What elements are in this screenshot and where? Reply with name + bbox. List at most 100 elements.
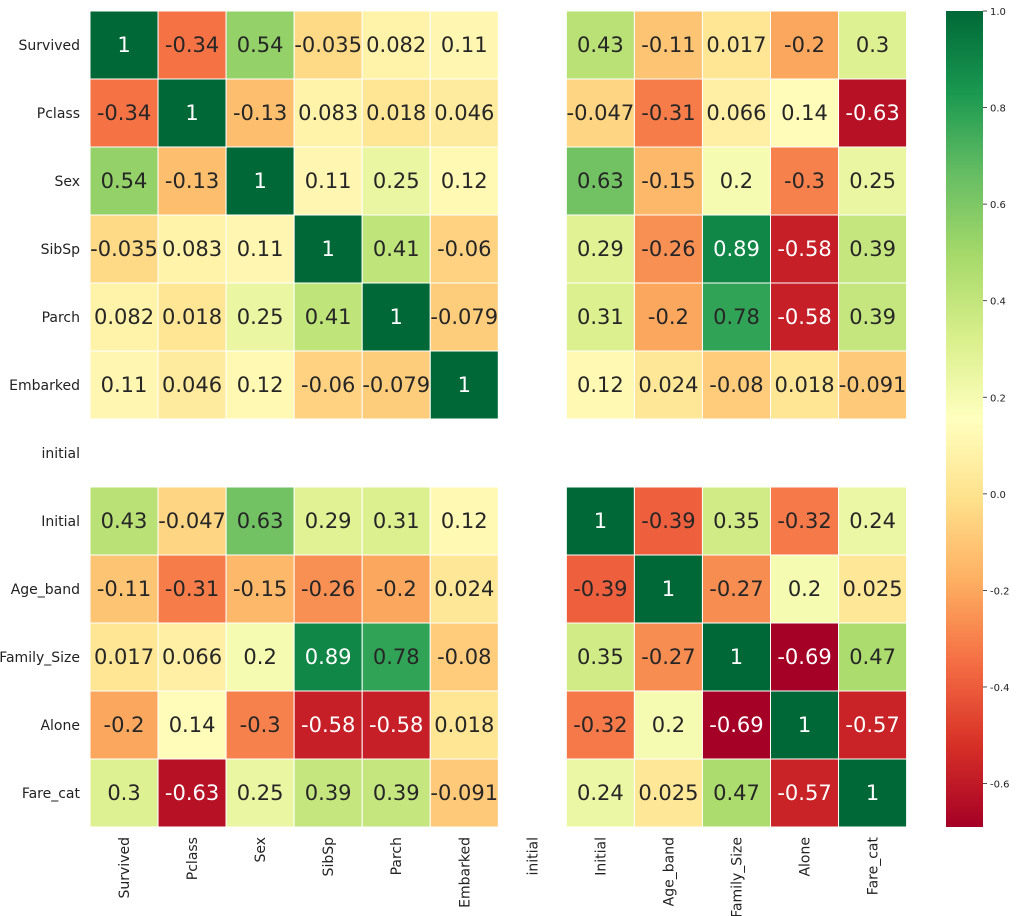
y-tick-label: Embarked [9,378,80,394]
cell-value-label: 1 [185,101,198,125]
cell-value-label: 0.025 [843,577,903,601]
colorbar-tick-label: 0.2 [990,393,1006,404]
cell-value-label: 0.31 [577,305,624,329]
cell-value-label: -0.079 [430,305,498,329]
x-axis-tick-labels: Survived Pclass Sex SibSp Parch Embarked initi… [117,837,882,916]
heatmap-cell [225,214,295,284]
cell-value-label: 0.12 [237,373,284,397]
colorbar: 1.0 0.8 0.6 0.4 0.2 0.0 -0.2 -0.4 -0.6 [946,7,1010,827]
cell-value-label: 1 [730,645,743,669]
heatmap-cell [361,146,431,216]
heatmap-cell [361,282,431,352]
heatmap-cell [565,78,635,148]
cell-value-label: 1 [866,781,879,805]
heatmap-cell [429,622,499,692]
cell-value-label: -0.13 [165,169,219,193]
cell-value-label: -0.58 [369,713,423,737]
heatmap-cell [157,758,227,828]
cell-value-label: 0.11 [101,373,148,397]
cell-value-label: -0.58 [301,713,355,737]
heatmap-cell [701,350,772,420]
cell-value-label: 0.017 [706,33,766,57]
cell-value-label: 0.3 [856,33,889,57]
colorbar-tick-label: -0.6 [990,780,1010,791]
cell-value-label: 0.082 [94,305,154,329]
x-tick-label: Age_band [661,837,677,906]
heatmap-cell [838,214,908,284]
heatmap-cell [838,78,908,148]
heatmap-cell [633,78,703,148]
cell-value-label: 0.25 [849,169,896,193]
cell-value-label: -0.079 [362,373,430,397]
cell-value-label: 0.3 [107,781,140,805]
cell-value-label: -0.27 [641,645,695,669]
heatmap-cell [838,690,908,760]
y-tick-label: SibSp [41,242,81,258]
heatmap-cell [565,282,635,352]
cell-value-label: 0.082 [366,33,426,57]
heatmap-cell [293,282,363,352]
cell-value-label: -0.15 [233,577,287,601]
cell-value-label: 0.31 [373,509,420,533]
x-tick-label: Family_Size [729,837,745,916]
cell-value-label: -0.3 [784,169,825,193]
cell-value-label: 0.11 [237,237,284,261]
heatmap-cell [157,282,227,352]
cell-value-label: -0.2 [376,577,417,601]
heatmap-cell [225,690,295,760]
y-tick-label: Sex [54,174,80,190]
cell-value-label: -0.091 [839,373,907,397]
heatmap-cell [429,554,499,624]
cell-value-label: 0.11 [441,33,488,57]
cell-value-label: 0.046 [434,101,494,125]
cell-value-label: 1 [662,577,675,601]
cell-value-label: 0.2 [788,577,821,601]
heatmap-cell [701,146,772,216]
heatmap-cell [838,758,908,828]
cell-value-label: 0.43 [577,33,624,57]
x-tick-label: Embarked [457,837,473,908]
heatmap-cell [429,282,499,352]
cell-value-label: 0.78 [713,305,760,329]
heatmap-cell [293,350,363,420]
cell-value-label: 0.29 [577,237,624,261]
cell-value-label: 0.39 [849,305,896,329]
cell-value-label: 0.63 [237,509,284,533]
cell-value-label: -0.32 [777,509,831,533]
heatmap-cell [361,78,431,148]
cell-value-label: 0.12 [441,169,488,193]
cell-value-label: -0.2 [648,305,689,329]
heatmap-cell [89,282,159,352]
cell-value-label: 0.2 [652,713,685,737]
heatmap-cell [293,622,363,692]
heatmap-cell [89,554,159,624]
heatmap-cell [770,10,840,80]
heatmap-cell [701,622,772,692]
cell-value-label: 0.083 [162,237,222,261]
cell-value-label: 0.018 [366,101,426,125]
cell-value-label: 0.024 [434,577,494,601]
cell-value-label: 0.018 [774,373,834,397]
cell-value-label: 0.12 [441,509,488,533]
cell-value-label: -0.34 [97,101,151,125]
heatmap-cell [633,554,703,624]
heatmap-cell [225,10,295,80]
heatmap-cell [770,78,840,148]
heatmap-cell [633,622,703,692]
cell-value-label: -0.15 [641,169,695,193]
cell-value-label: 0.025 [638,781,698,805]
cell-value-label: 0.78 [373,645,420,669]
y-axis-tick-labels: Survived Pclass Sex SibSp Parch Embarked initi… [0,38,80,802]
cell-value-label: 0.018 [162,305,222,329]
cell-value-label: -0.57 [845,713,899,737]
heatmap-cell [89,758,159,828]
heatmap-cell-labels: 1 -0.34 0.54 -0.035 0.082 0.11 0.43 -0.11 0.017-… [90,33,906,805]
cell-value-label: 0.11 [305,169,352,193]
cell-value-label: 0.63 [577,169,624,193]
cell-value-label: 0.25 [237,781,284,805]
colorbar-tick-label: 0.8 [990,104,1006,115]
cell-value-label: 0.47 [713,781,760,805]
cell-value-label: -0.047 [158,509,226,533]
heatmap-cell [565,486,635,556]
heatmap-cell [293,10,363,80]
